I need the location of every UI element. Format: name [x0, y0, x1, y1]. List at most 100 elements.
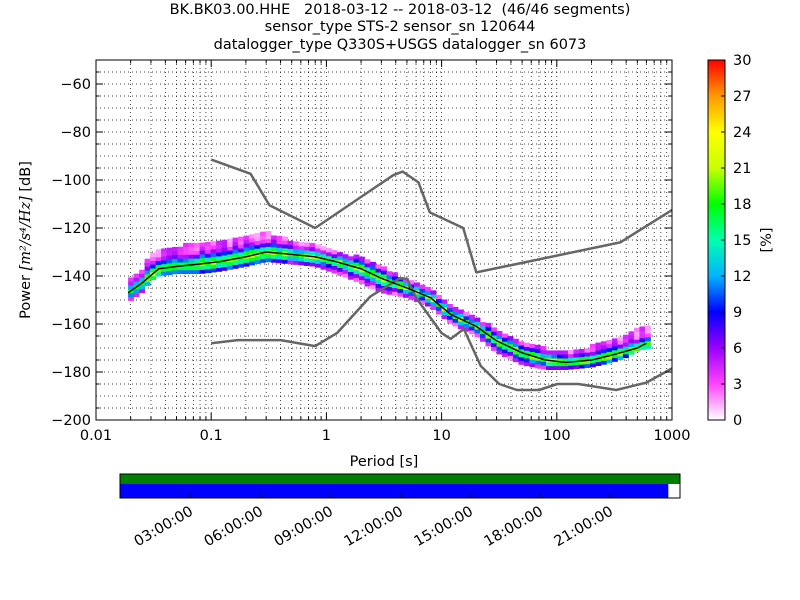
psd-cell — [375, 287, 382, 292]
psd-cell — [567, 361, 574, 366]
psd-cell — [430, 290, 437, 295]
psd-cell — [298, 249, 305, 254]
psd-cell — [155, 268, 162, 273]
psd-cell — [512, 338, 519, 343]
psd-cell — [282, 244, 288, 249]
psd-cell — [265, 246, 272, 251]
psd-cell — [644, 336, 651, 342]
psd-cell — [144, 258, 151, 263]
psd-cell — [359, 275, 365, 281]
psd-cell — [375, 264, 382, 269]
psd-cell — [194, 258, 200, 263]
psd-cell — [567, 357, 574, 362]
psd-cell — [469, 330, 475, 335]
psd-cell — [337, 259, 343, 265]
psd-cell — [150, 252, 157, 257]
psd-cell — [216, 263, 222, 268]
psd-cell — [414, 282, 420, 287]
x-tick-label: 10 — [432, 428, 450, 444]
psd-cell — [573, 364, 580, 370]
psd-cell — [534, 364, 541, 369]
psd-cell — [210, 245, 217, 250]
psd-cell — [430, 305, 437, 310]
psd-cell — [485, 334, 492, 339]
psd-cell — [144, 281, 151, 286]
psd-cell — [254, 236, 261, 242]
psd-cell — [150, 268, 157, 273]
psd-cell — [139, 269, 146, 274]
psd-cell — [397, 284, 404, 290]
psd-cell — [359, 279, 365, 284]
psd-cell — [166, 251, 173, 256]
psd-cell — [551, 358, 558, 363]
psd-cell — [227, 246, 233, 251]
psd-cell — [221, 247, 228, 252]
timeline-bar-2 — [120, 484, 669, 498]
psd-cell — [161, 267, 167, 272]
psd-cell — [617, 340, 624, 345]
psd-cell — [628, 342, 635, 348]
psd-cell — [260, 231, 266, 236]
psd-cell — [501, 345, 508, 350]
psd-cell — [611, 338, 618, 343]
psd-cell — [315, 248, 321, 253]
psd-cell — [507, 336, 514, 341]
psd-cell — [216, 240, 222, 245]
psd-cell — [425, 290, 431, 295]
psd-cell — [232, 241, 239, 246]
psd-cell — [452, 322, 459, 327]
psd-cell — [326, 263, 332, 268]
psd-cell — [595, 354, 602, 359]
psd-cell — [633, 343, 640, 348]
psd-cell — [359, 264, 365, 269]
psd-cell — [414, 286, 420, 291]
psd-cell — [249, 241, 255, 247]
psd-cell — [622, 346, 629, 351]
psd-cell — [177, 265, 184, 271]
psd-cell — [232, 253, 239, 258]
timeline-tick-label: 21:00:00 — [552, 504, 616, 550]
psd-cell — [227, 250, 233, 255]
psd-cell — [639, 337, 646, 343]
psd-cell — [628, 350, 635, 355]
psd-cell — [304, 261, 310, 266]
psd-cell — [474, 329, 481, 334]
psd-cell — [166, 270, 173, 275]
y-tick-label: −120 — [51, 221, 91, 237]
psd-cell — [254, 232, 261, 238]
psd-cell — [293, 241, 299, 246]
psd-cell — [523, 358, 530, 363]
psd-cell — [348, 256, 354, 261]
psd-cell — [249, 261, 255, 266]
y-tick-label: −160 — [51, 317, 91, 333]
psd-cell — [633, 339, 640, 344]
psd-cell — [232, 245, 239, 250]
psd-cell — [551, 365, 558, 370]
psd-cell — [606, 343, 613, 349]
psd-cell — [227, 254, 233, 259]
psd-cell — [243, 235, 250, 240]
psd-cell — [425, 302, 431, 307]
colorbar-tick-label: 27 — [733, 89, 751, 105]
psd-cell — [375, 268, 382, 273]
chart-title-line-2: sensor_type STS-2 sensor_sn 120644 — [264, 19, 536, 35]
psd-cell — [265, 254, 272, 259]
psd-cell — [177, 258, 184, 263]
psd-cell — [348, 271, 354, 276]
psd-cell — [491, 331, 497, 336]
psd-cell — [370, 273, 376, 278]
psd-cell — [567, 365, 574, 370]
psd-cell — [282, 255, 288, 260]
psd-cell — [397, 288, 404, 293]
psd-cell — [491, 342, 497, 348]
psd-cell — [589, 351, 596, 356]
psd-cell — [611, 357, 618, 362]
psd-cell — [260, 243, 266, 248]
psd-cell — [326, 259, 332, 264]
psd-cell — [370, 261, 376, 267]
psd-cell — [144, 274, 151, 279]
psd-cell — [166, 247, 173, 252]
psd-cell — [260, 258, 266, 263]
psd-cell — [491, 335, 497, 340]
psd-cell — [194, 269, 200, 274]
